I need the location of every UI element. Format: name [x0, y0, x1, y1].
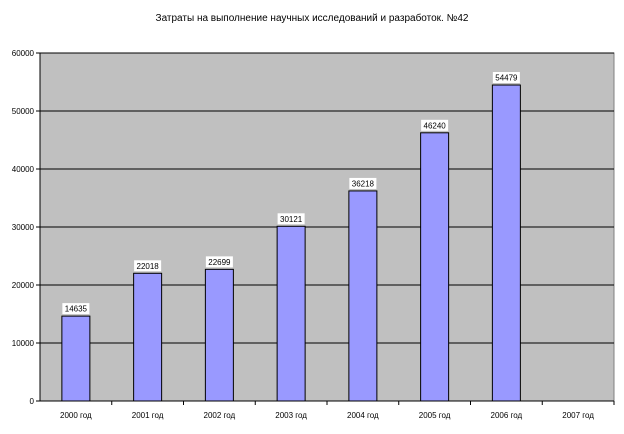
data-label-box	[277, 213, 305, 225]
chart-title: Затраты на выполнение научных исследован…	[155, 13, 469, 24]
data-label: 36218	[352, 179, 375, 188]
x-tick-label: 2004 год	[347, 411, 379, 420]
bar	[491, 84, 521, 402]
x-tick-label: 2002 год	[204, 411, 236, 420]
data-label: 22699	[208, 258, 231, 267]
x-tick-label: 2003 год	[275, 411, 307, 420]
x-tick-label: 2000 год	[60, 411, 92, 420]
y-tick-label: 40000	[12, 165, 35, 174]
bar	[204, 268, 234, 402]
data-label: 30121	[280, 215, 303, 224]
data-label: 22018	[137, 262, 160, 271]
x-tick-label: 2001 год	[132, 411, 164, 420]
data-label-box	[492, 72, 520, 84]
x-tick-label: 2005 год	[419, 411, 451, 420]
x-tick-label: 2007 год	[562, 411, 594, 420]
data-label: 14635	[65, 305, 88, 314]
y-tick-label: 0	[30, 397, 35, 406]
y-tick-label: 50000	[12, 107, 35, 116]
y-tick-label: 20000	[12, 281, 35, 290]
x-tick-label: 2006 год	[491, 411, 523, 420]
data-label-box	[134, 260, 162, 272]
y-tick-label: 30000	[12, 223, 35, 232]
y-tick-label: 60000	[12, 49, 35, 58]
data-label: 46240	[424, 121, 447, 130]
data-label-box	[421, 119, 449, 131]
bar	[133, 272, 163, 402]
data-label: 54479	[495, 74, 518, 83]
bar	[61, 315, 91, 402]
bar	[348, 190, 378, 402]
data-label-box	[62, 303, 90, 315]
y-tick-label: 10000	[12, 339, 35, 348]
data-label-box	[349, 177, 377, 189]
data-label-box	[205, 256, 233, 268]
bar	[276, 225, 306, 402]
bar	[420, 132, 450, 402]
